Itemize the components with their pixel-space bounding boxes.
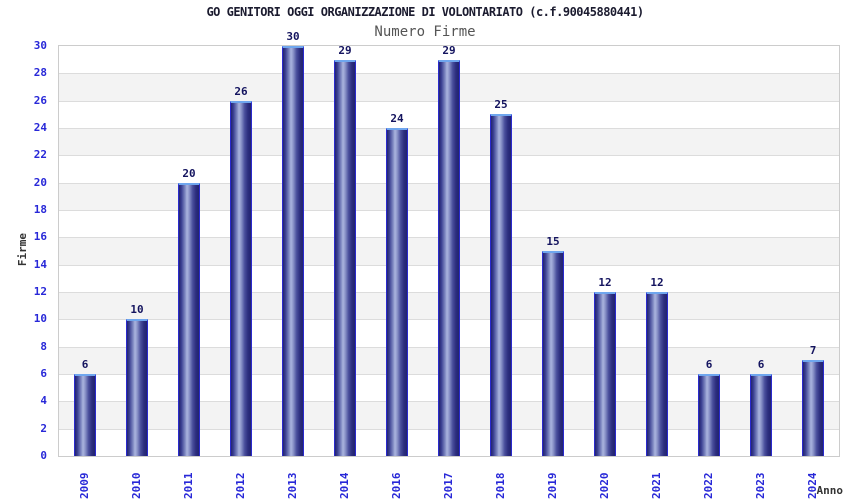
x-tick-label: 2011	[162, 459, 214, 500]
y-tick-label: 20	[33, 175, 47, 189]
bar-value-label: 15	[546, 235, 560, 248]
bar	[334, 59, 356, 456]
y-tick-label: 12	[33, 285, 47, 298]
x-tick-label-text: 2010	[129, 472, 143, 500]
bar-slot: 26	[215, 46, 267, 456]
x-tick-label: 2014	[318, 459, 370, 500]
y-tick-label: 4	[40, 394, 47, 408]
x-tick-label: 2009	[58, 459, 110, 500]
plot-area: 6 10 20 26 30 29 24 29 25 15 12 12 6 6 7	[58, 31, 840, 457]
y-tick-label: 8	[40, 339, 47, 353]
x-tick-label: 2022	[682, 459, 734, 500]
bar	[282, 46, 304, 456]
bar-value-label: 12	[598, 276, 612, 289]
y-tick-label: 26	[33, 93, 47, 107]
bar-slot: 6	[683, 46, 735, 456]
x-tick-label-text: 2020	[597, 472, 611, 500]
x-tick-label: 2010	[110, 459, 162, 500]
bar-slot: 12	[631, 46, 683, 456]
y-tick-label: 30	[33, 39, 47, 52]
bar-value-label: 29	[442, 43, 456, 57]
bar-value-label: 10	[130, 303, 144, 317]
bar-slot: 20	[163, 46, 215, 456]
x-tick-label-text: 2018	[493, 472, 507, 500]
bar-value-label: 6	[705, 358, 713, 371]
y-tick-label: 28	[33, 66, 47, 80]
x-tick-label-text: 2019	[545, 472, 559, 500]
y-tick-label: 22	[33, 148, 47, 162]
y-tick-label: 6	[40, 367, 47, 380]
y-tick-label: 10	[33, 312, 47, 326]
bar	[490, 114, 512, 456]
y-tick-label: 16	[33, 230, 47, 244]
bar-value-label: 30	[286, 30, 300, 43]
bar-slot: 10	[111, 46, 163, 456]
y-tick-label: 14	[33, 257, 47, 271]
x-tick-label-text: 2016	[389, 472, 403, 500]
bar-value-label: 24	[390, 112, 404, 125]
bar	[750, 374, 772, 456]
bar	[74, 374, 96, 456]
y-tick-label: 18	[33, 203, 47, 216]
x-axis-ticks: 2009 2010 2011 2012 2013 2014 2016 2017 2018 2019…	[58, 459, 838, 500]
bar-value-label: 6	[81, 358, 89, 371]
x-tick-label-text: 2023	[753, 472, 767, 500]
chart-title: GO GENITORI OGGI ORGANIZZAZIONE DI VOLON…	[206, 5, 644, 19]
y-axis-ticks: 0 2 4 6 8 10 12 14 16 18 20 22 24 26 28 30	[0, 39, 47, 462]
x-tick-label-text: 2013	[285, 472, 299, 500]
bar	[386, 128, 408, 456]
bar-slot: 15	[527, 46, 579, 456]
bar	[802, 360, 824, 456]
bar-slot: 29	[423, 43, 475, 456]
bar-slot: 12	[579, 46, 631, 456]
bar-slot: 6	[59, 46, 111, 456]
bar-value-label: 29	[338, 43, 352, 57]
x-tick-label: 2019	[526, 459, 578, 500]
bar-slot: 29	[319, 43, 371, 456]
chart-subtitle: Numero Firme	[374, 24, 476, 40]
bar-slot: 25	[475, 46, 527, 456]
x-tick-label: 2018	[474, 459, 526, 500]
bar-slot: 30	[267, 31, 319, 456]
bar	[230, 100, 252, 456]
bar-value-label: 20	[182, 166, 196, 180]
x-tick-label-text: 2017	[441, 472, 455, 500]
x-tick-label-text: 2009	[77, 472, 91, 500]
bar-value-label: 26	[234, 84, 248, 98]
x-tick-label: 2021	[630, 459, 682, 500]
y-tick-label: 2	[40, 421, 47, 435]
y-tick-label: 0	[40, 449, 47, 462]
bar	[126, 319, 148, 456]
x-tick-label: 2016	[370, 459, 422, 500]
bar	[178, 182, 200, 456]
x-tick-label-text: 2012	[233, 472, 247, 500]
bar	[594, 292, 616, 456]
x-tick-label: 2023	[734, 459, 786, 500]
bar	[698, 374, 720, 456]
bar	[646, 292, 668, 456]
x-tick-label-text: 2014	[337, 472, 351, 500]
bar-value-label: 7	[809, 344, 817, 358]
x-tick-label: 2013	[266, 459, 318, 500]
x-tick-label-text: 2021	[649, 472, 663, 500]
x-tick-label-text: 2011	[181, 472, 195, 500]
bar-slot: 6	[735, 46, 787, 456]
y-tick-label: 24	[33, 121, 47, 134]
bar	[438, 59, 460, 456]
x-tick-label: 2017	[422, 459, 474, 500]
bars-layer: 6 10 20 26 30 29 24 29 25 15 12 12 6 6 7	[59, 31, 839, 456]
x-tick-label: 2020	[578, 459, 630, 500]
bar-value-label: 6	[757, 358, 765, 371]
bar	[542, 251, 564, 456]
bar-slot: 24	[371, 46, 423, 456]
bar-value-label: 12	[650, 276, 664, 289]
x-tick-label-text: 2022	[701, 472, 715, 500]
x-axis-title: Anno	[816, 484, 844, 497]
x-tick-label: 2012	[214, 459, 266, 500]
bar-slot: 7	[787, 46, 839, 456]
bar-value-label: 25	[494, 98, 508, 112]
